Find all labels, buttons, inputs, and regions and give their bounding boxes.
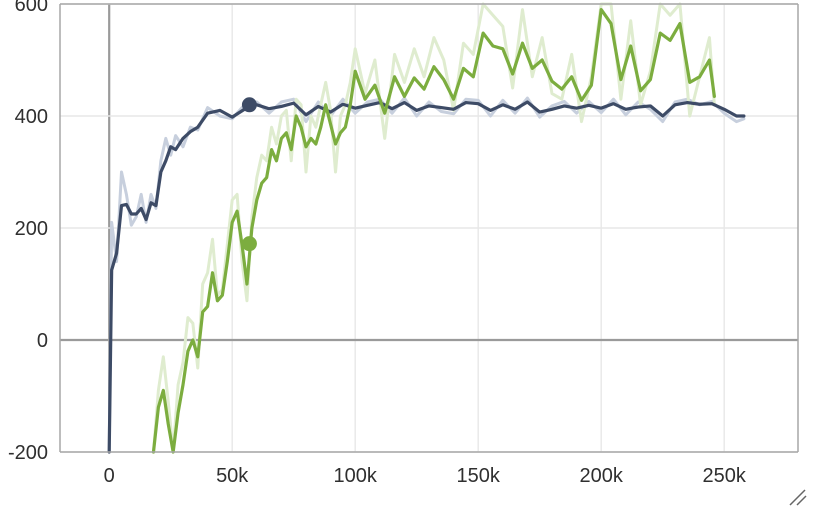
y-tick-label-2: 200 bbox=[15, 218, 48, 240]
axes bbox=[59, 3, 799, 453]
x-tick-label-4: 200k bbox=[580, 465, 624, 487]
series-line-0 bbox=[107, 100, 746, 454]
x-tick-label-3: 150k bbox=[457, 465, 501, 487]
resize-corner-line-1[interactable] bbox=[789, 489, 806, 506]
resize-corner-line-2[interactable] bbox=[796, 495, 807, 506]
series-marker-0[interactable] bbox=[241, 97, 257, 113]
tick-labels: 0 50k 100k 150k 200k 250k -200 0 200 400 600 bbox=[8, 0, 747, 487]
y-tick-label-1: 0 bbox=[37, 330, 48, 352]
x-tick-label-1: 50k bbox=[216, 465, 249, 487]
y-tick-label-4: 600 bbox=[15, 0, 48, 16]
smoothed-series-lines bbox=[107, 8, 746, 454]
x-tick-label-5: 250k bbox=[703, 465, 747, 487]
resize-corner-icon[interactable] bbox=[789, 489, 807, 506]
series-line-1 bbox=[151, 8, 716, 454]
series-marker-1[interactable] bbox=[241, 236, 257, 252]
x-tick-label-2: 100k bbox=[334, 465, 378, 487]
y-tick-label-0: -200 bbox=[8, 442, 48, 464]
series-markers bbox=[241, 97, 257, 252]
x-tick-label-0: 0 bbox=[104, 465, 115, 487]
y-tick-label-3: 400 bbox=[15, 106, 48, 128]
raw-series-line-0 bbox=[107, 96, 746, 454]
